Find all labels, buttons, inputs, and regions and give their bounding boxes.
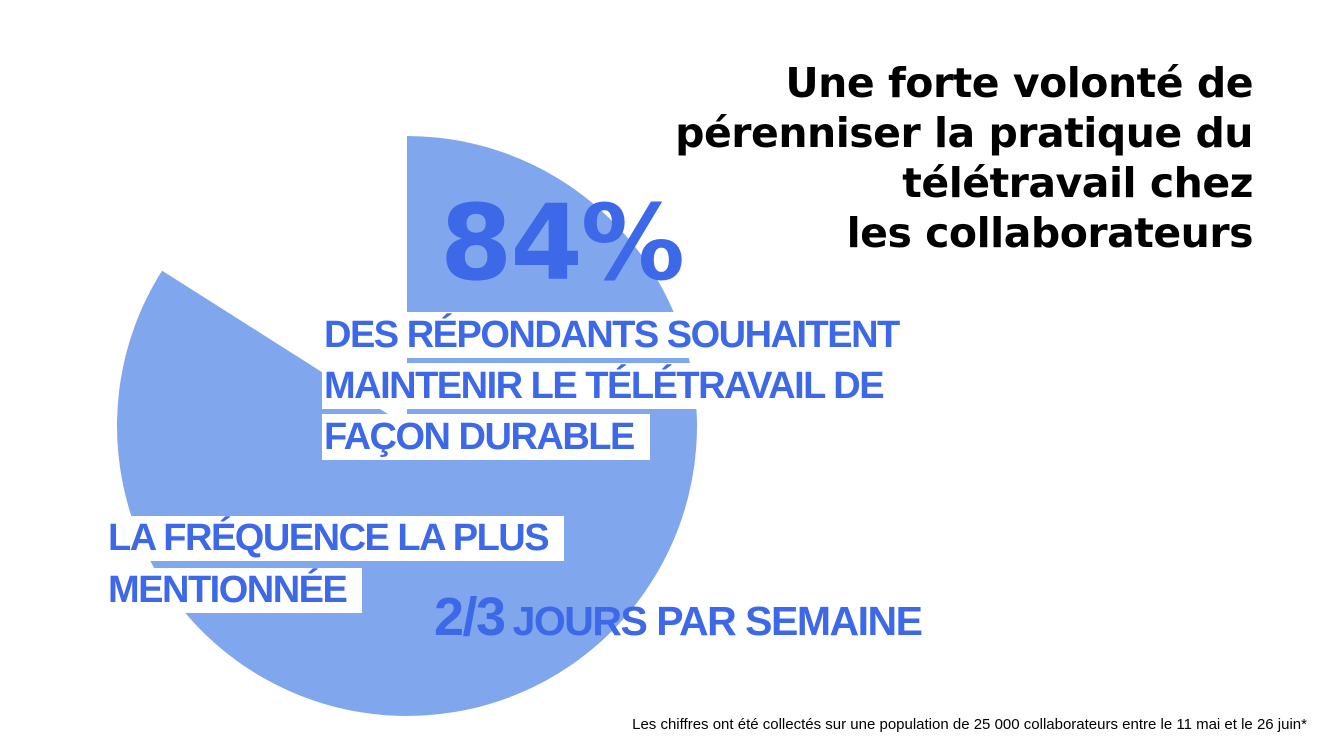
page-title: Une forte volonté de pérenniser la prati… (675, 59, 1253, 257)
frequency-label: LA FRÉQUENCE LA PLUS MENTIONNÉE (106, 516, 565, 620)
frequency-value: 2/3 JOURS PAR SEMAINE (434, 586, 923, 648)
stat-description-line: FAÇON DURABLE (322, 414, 650, 460)
stat-description-line: DES RÉPONDANTS SOUHAITENT (322, 312, 915, 358)
frequency-unit: JOURS PAR SEMAINE (512, 598, 923, 644)
frequency-label-line: LA FRÉQUENCE LA PLUS (106, 516, 565, 561)
frequency-label-line: MENTIONNÉE (106, 568, 363, 613)
footnote: Les chiffres ont été collectés sur une p… (632, 716, 1307, 733)
stat-description-line: MAINTENIR LE TÉLÉTRAVAIL DE (322, 363, 900, 409)
stat-description: DES RÉPONDANTS SOUHAITENT MAINTENIR LE T… (322, 312, 915, 465)
frequency-number: 2/3 (434, 587, 506, 647)
stat-percent: 84% (440, 182, 685, 304)
